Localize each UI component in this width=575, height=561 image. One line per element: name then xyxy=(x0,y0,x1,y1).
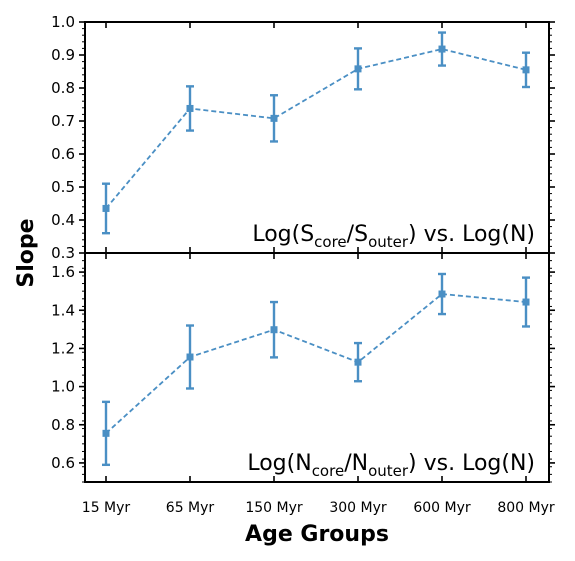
y-tick-label: 1.0 xyxy=(51,378,75,396)
data-point xyxy=(102,204,110,212)
bottom-panel-annotation: Log(Ncore/Nouter) vs. Log(N) xyxy=(247,451,535,480)
series-line xyxy=(105,293,527,435)
x-tick-label: 600 Myr xyxy=(413,500,471,516)
y-tick-label: 0.4 xyxy=(51,211,75,229)
top-annotation-prefix: Log(S xyxy=(252,222,314,247)
bottom-annotation-suffix: ) vs. Log(N) xyxy=(408,451,535,476)
top-annotation-sub-outer: outer xyxy=(368,233,409,251)
x-axis-title: Age Groups xyxy=(245,522,389,547)
top-panel: 0.3 0.4 0.5 0.6 0.7 0.8 0.9 1.0 Log(Score/Soute… xyxy=(51,13,555,262)
data-point xyxy=(102,429,110,437)
y-tick-label: 0.8 xyxy=(51,416,75,434)
data-point xyxy=(186,104,194,112)
top-panel-ticks xyxy=(79,21,555,254)
data-point xyxy=(186,353,194,361)
data-point xyxy=(438,45,446,53)
bottom-panel-frame xyxy=(84,252,550,483)
y-tick-label: 1.0 xyxy=(51,13,75,31)
bottom-panel-series xyxy=(102,272,530,467)
bottom-annotation-sub-core: core xyxy=(312,462,345,480)
x-tick-labels: 15 Myr 65 Myr 150 Myr 300 Myr 600 Myr 800 Myr xyxy=(82,500,555,516)
top-panel-series xyxy=(102,31,530,235)
data-point xyxy=(270,114,278,122)
data-point xyxy=(438,290,446,298)
y-tick-label: 1.6 xyxy=(51,263,75,281)
top-panel-ytick-labels: 0.3 0.4 0.5 0.6 0.7 0.8 0.9 1.0 xyxy=(51,13,75,262)
bottom-annotation-sub-outer: outer xyxy=(368,462,409,480)
top-annotation-mid: /S xyxy=(347,222,368,247)
data-point xyxy=(270,326,278,334)
x-tick-label: 300 Myr xyxy=(329,500,387,516)
y-tick-label: 0.8 xyxy=(51,79,75,97)
y-tick-label: 1.2 xyxy=(51,339,75,357)
data-point xyxy=(354,65,362,73)
bottom-annotation-prefix: Log(N xyxy=(247,451,311,476)
top-panel-frame xyxy=(84,21,550,254)
bottom-annotation-mid: /N xyxy=(344,451,368,476)
y-tick-label: 0.9 xyxy=(51,46,75,64)
y-tick-label: 1.4 xyxy=(51,301,75,319)
series-line xyxy=(105,48,527,210)
y-tick-label: 0.6 xyxy=(51,145,75,163)
bottom-panel-ticks xyxy=(79,252,555,483)
y-axis-title: Slope xyxy=(14,218,39,287)
y-tick-label: 0.5 xyxy=(51,178,75,196)
y-tick-label: 0.7 xyxy=(51,112,75,130)
x-tick-label: 800 Myr xyxy=(497,500,555,516)
y-tick-label: 0.6 xyxy=(51,454,75,472)
bottom-panel-ytick-labels: 0.6 0.8 1.0 1.2 1.4 1.6 xyxy=(51,263,75,472)
data-point xyxy=(522,66,530,74)
y-tick-label: 0.3 xyxy=(51,244,75,262)
data-point xyxy=(354,358,362,366)
x-tick-label: 150 Myr xyxy=(245,500,303,516)
data-point xyxy=(522,298,530,306)
top-panel-annotation: Log(Score/Souter) vs. Log(N) xyxy=(252,222,535,251)
bottom-panel: 0.6 0.8 1.0 1.2 1.4 1.6 Log(Ncore/Nouter) vs.… xyxy=(51,252,555,483)
x-tick-label: 15 Myr xyxy=(82,500,131,516)
top-annotation-sub-core: core xyxy=(314,233,347,251)
top-annotation-suffix: ) vs. Log(N) xyxy=(408,222,535,247)
x-tick-label: 65 Myr xyxy=(166,500,215,516)
